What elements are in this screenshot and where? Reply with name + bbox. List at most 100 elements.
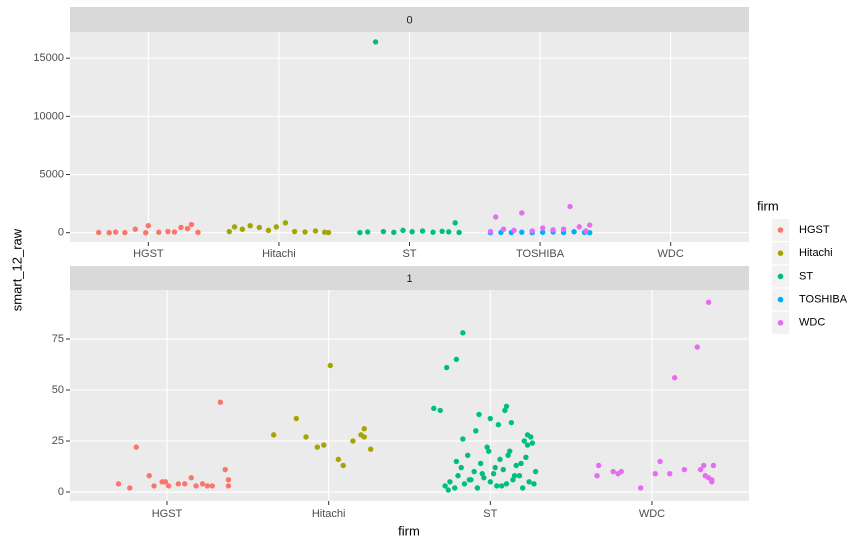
strip — [70, 7, 749, 32]
point — [652, 470, 658, 477]
legend-swatch — [777, 296, 784, 303]
x-tick-label: HGST — [133, 248, 164, 260]
y-tick-label: 25 — [52, 435, 64, 447]
point — [106, 229, 112, 236]
point — [350, 438, 356, 444]
panel-background — [70, 290, 749, 501]
point — [188, 221, 195, 228]
point — [550, 227, 556, 233]
point — [265, 227, 272, 234]
point — [500, 226, 507, 232]
point — [657, 458, 663, 465]
point — [314, 444, 321, 450]
point — [146, 472, 152, 479]
point — [188, 475, 194, 481]
point — [282, 220, 289, 226]
x-tick-label: ST — [483, 508, 497, 520]
point — [443, 364, 450, 371]
point — [560, 226, 567, 232]
point — [571, 229, 577, 235]
x-tick-label: Hitachi — [262, 248, 296, 260]
point — [539, 225, 546, 231]
point — [576, 224, 582, 230]
point — [511, 472, 518, 479]
y-tick-label: 15000 — [33, 52, 64, 64]
point — [165, 483, 172, 489]
point — [171, 229, 178, 235]
point — [507, 448, 513, 454]
point — [445, 487, 451, 493]
point — [681, 466, 688, 473]
point — [519, 229, 525, 235]
point — [610, 468, 616, 475]
point — [505, 452, 511, 458]
point — [442, 483, 448, 489]
point — [701, 462, 707, 469]
point — [481, 475, 487, 481]
point — [667, 470, 673, 477]
x-axis-title: firm — [398, 523, 420, 538]
point — [340, 462, 346, 469]
legend-swatch — [777, 227, 784, 233]
point — [256, 224, 263, 231]
point — [458, 464, 464, 471]
point — [357, 229, 363, 236]
point — [239, 226, 246, 232]
point — [165, 228, 171, 235]
point — [204, 483, 211, 489]
x-tick-label: Hitachi — [312, 508, 346, 520]
point — [273, 224, 280, 230]
point — [162, 479, 169, 485]
point — [671, 375, 678, 381]
y-tick-label: 75 — [52, 333, 64, 345]
point — [400, 227, 406, 234]
point — [523, 454, 529, 461]
point — [539, 229, 546, 236]
point — [439, 228, 445, 234]
point — [178, 224, 184, 231]
point — [709, 477, 715, 483]
legend-label: Hitachi — [799, 247, 833, 259]
legend-label: HGST — [799, 224, 830, 236]
point — [461, 481, 468, 487]
point — [193, 483, 199, 489]
point — [697, 466, 704, 473]
point — [380, 228, 387, 235]
point — [532, 468, 539, 475]
point — [511, 227, 517, 234]
point — [115, 481, 122, 487]
point — [455, 472, 461, 479]
point — [391, 229, 397, 236]
point — [595, 462, 602, 469]
point — [409, 229, 415, 235]
point — [484, 444, 490, 450]
y-tick-label: 0 — [58, 227, 64, 239]
point — [225, 477, 232, 483]
point — [225, 483, 232, 489]
point — [151, 483, 157, 489]
point — [122, 229, 128, 236]
point — [500, 466, 506, 473]
y-tick-label: 50 — [52, 384, 64, 396]
x-tick-label: HGST — [152, 508, 183, 520]
point — [519, 210, 525, 216]
point — [637, 485, 644, 491]
point — [127, 485, 133, 491]
point — [368, 446, 374, 452]
legend-label: WDC — [799, 317, 825, 329]
point — [471, 468, 477, 475]
strip-label: 1 — [406, 273, 412, 285]
point — [460, 436, 466, 442]
point — [195, 229, 201, 236]
point — [303, 434, 309, 440]
point — [495, 421, 502, 428]
x-tick-label: WDC — [658, 248, 684, 260]
point — [618, 468, 624, 475]
point — [133, 444, 139, 450]
strip — [70, 266, 749, 290]
point — [567, 203, 573, 210]
legend-swatch — [777, 250, 784, 256]
legend-title: firm — [757, 198, 779, 213]
point — [325, 229, 332, 236]
point — [490, 470, 497, 477]
